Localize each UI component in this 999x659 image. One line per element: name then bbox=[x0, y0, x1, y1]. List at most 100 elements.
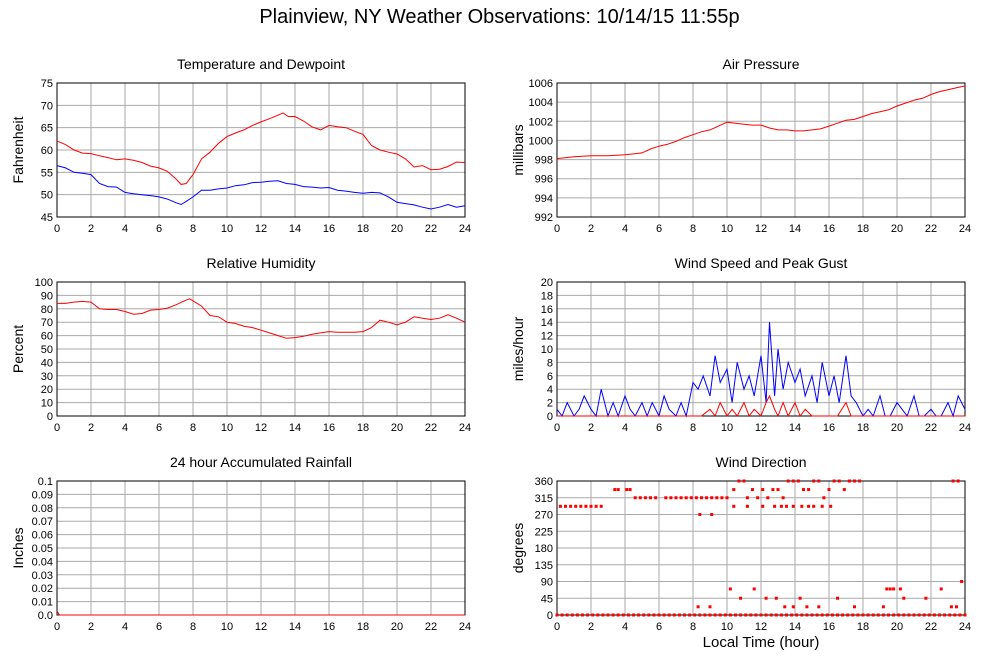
data-point bbox=[560, 613, 564, 617]
x-tick-label: 8 bbox=[690, 223, 696, 235]
data-point bbox=[693, 613, 697, 617]
y-tick-label: 10 bbox=[541, 344, 553, 356]
data-point bbox=[771, 488, 775, 492]
data-point bbox=[649, 496, 652, 500]
x-tick-label: 22 bbox=[925, 223, 937, 235]
series-line bbox=[56, 610, 465, 616]
x-tick-label: 4 bbox=[122, 422, 128, 434]
data-point bbox=[815, 613, 819, 617]
data-point bbox=[565, 613, 569, 617]
data-point bbox=[664, 496, 668, 500]
x-tick-label: 2 bbox=[88, 223, 94, 235]
data-point bbox=[737, 479, 741, 483]
data-point bbox=[611, 613, 615, 617]
y-tick-label: 10 bbox=[41, 398, 53, 410]
x-tick-label: 14 bbox=[289, 223, 301, 235]
data-point bbox=[751, 488, 754, 492]
data-point bbox=[728, 587, 732, 591]
x-tick-label: 18 bbox=[857, 223, 869, 235]
x-tick-label: 2 bbox=[588, 223, 594, 235]
y-tick-label: 14 bbox=[541, 317, 553, 329]
x-tick-label: 14 bbox=[289, 621, 301, 633]
series-line bbox=[56, 112, 466, 185]
x-tick-label: 24 bbox=[959, 223, 971, 235]
x-tick-label: 20 bbox=[391, 621, 403, 633]
data-point bbox=[679, 496, 683, 500]
data-point bbox=[960, 580, 964, 583]
data-point bbox=[654, 496, 658, 500]
y-axis-label: Fahrenheit bbox=[10, 116, 26, 183]
data-point bbox=[958, 613, 962, 617]
x-tick-label: 0 bbox=[54, 422, 60, 434]
data-point bbox=[927, 613, 931, 617]
y-tick-label: 40 bbox=[41, 357, 53, 369]
data-point bbox=[943, 613, 947, 617]
data-point bbox=[841, 613, 845, 617]
data-point bbox=[705, 496, 709, 500]
x-tick-label: 14 bbox=[789, 621, 801, 633]
data-point bbox=[613, 488, 617, 492]
y-tick-label: 994 bbox=[535, 193, 553, 205]
series-line bbox=[556, 322, 966, 418]
data-point bbox=[847, 479, 851, 483]
data-point bbox=[570, 613, 574, 617]
data-point bbox=[951, 479, 955, 483]
data-point bbox=[802, 488, 805, 492]
x-tick-label: 20 bbox=[391, 223, 403, 235]
y-tick-label: 60 bbox=[41, 331, 53, 343]
data-point bbox=[718, 613, 722, 617]
x-tick-label: 2 bbox=[88, 422, 94, 434]
x-tick-label: 12 bbox=[255, 223, 267, 235]
y-tick-label: 0 bbox=[547, 411, 553, 423]
data-point bbox=[696, 605, 700, 609]
data-point bbox=[642, 613, 646, 617]
y-tick-label: 270 bbox=[535, 510, 553, 522]
y-tick-label: 45 bbox=[541, 593, 553, 605]
x-tick-label: 8 bbox=[190, 621, 196, 633]
data-point bbox=[939, 587, 943, 591]
data-point bbox=[683, 613, 686, 617]
data-point bbox=[861, 613, 865, 617]
x-tick-label: 10 bbox=[221, 422, 233, 434]
data-point bbox=[739, 596, 743, 600]
data-point bbox=[963, 613, 967, 617]
x-tick-label: 22 bbox=[425, 621, 437, 633]
data-point bbox=[728, 613, 732, 617]
data-point bbox=[820, 613, 824, 617]
y-tick-label: 50 bbox=[41, 344, 53, 356]
data-point bbox=[922, 613, 926, 617]
data-point bbox=[725, 496, 729, 500]
data-point bbox=[807, 488, 811, 492]
data-point bbox=[739, 613, 743, 617]
x-tick-label: 6 bbox=[656, 621, 662, 633]
y-tick-label: 20 bbox=[541, 277, 553, 289]
data-point bbox=[773, 504, 777, 508]
x-tick-label: 16 bbox=[323, 422, 335, 434]
y-tick-label: 45 bbox=[41, 212, 53, 224]
data-point bbox=[953, 613, 957, 617]
data-point bbox=[871, 613, 875, 617]
data-point bbox=[898, 587, 902, 591]
page-title: Plainview, NY Weather Observations: 10/1… bbox=[259, 6, 740, 28]
data-point bbox=[932, 613, 936, 617]
x-tick-label: 12 bbox=[755, 621, 767, 633]
data-point bbox=[858, 479, 862, 483]
data-point bbox=[902, 613, 906, 617]
x-tick-label: 22 bbox=[925, 422, 937, 434]
y-tick-label: 315 bbox=[535, 493, 553, 505]
data-point bbox=[586, 613, 590, 617]
y-tick-label: 1006 bbox=[529, 78, 553, 90]
data-point bbox=[764, 596, 768, 600]
y-tick-label: 1002 bbox=[529, 116, 553, 128]
x-tick-label: 0 bbox=[554, 621, 560, 633]
data-point bbox=[779, 504, 783, 508]
x-tick-label: 20 bbox=[891, 223, 903, 235]
data-point bbox=[606, 613, 610, 617]
y-tick-label: 0.06 bbox=[32, 530, 53, 542]
y-tick-label: 16 bbox=[541, 304, 553, 316]
series-line bbox=[557, 394, 965, 418]
y-tick-label: 0 bbox=[547, 610, 553, 622]
data-point bbox=[734, 613, 737, 617]
y-tick-label: 0.1 bbox=[38, 476, 53, 488]
